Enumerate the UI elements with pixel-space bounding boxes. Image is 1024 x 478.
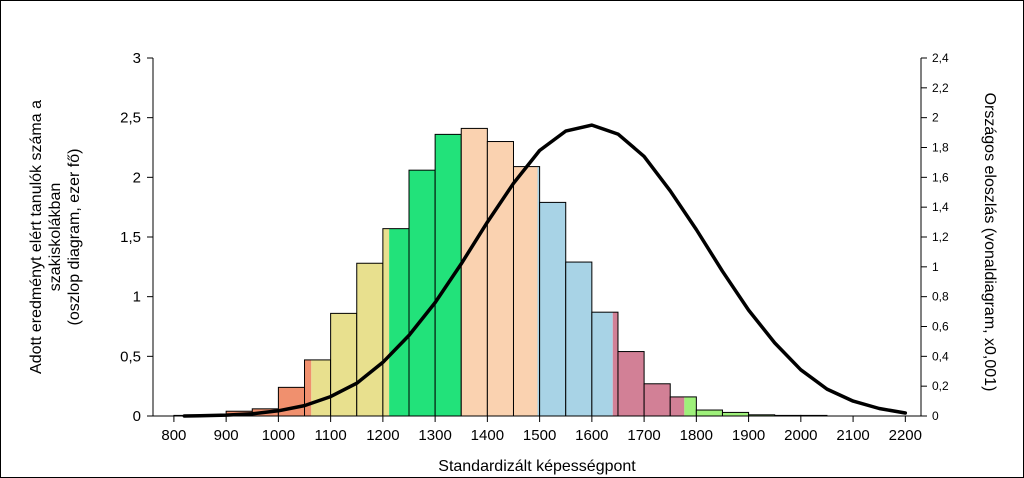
bar-1375 xyxy=(460,127,488,417)
bar-segment xyxy=(409,170,436,416)
x-tick-label: 1400 xyxy=(471,427,504,444)
axes-group: 800 900 1000 1100 1200 1300 1400 1500 1600 1700 18… xyxy=(120,50,949,444)
bars-group xyxy=(173,127,828,417)
y2-tick-label: 0,4 xyxy=(932,349,949,363)
x-tick-label: 2200 xyxy=(889,427,922,444)
bar-1675 xyxy=(617,351,645,417)
bar-segment xyxy=(748,414,775,416)
x-tick-label: 1000 xyxy=(262,427,295,444)
labels-group: Standardizált képességpont Adott eredmény… xyxy=(28,93,998,475)
x-tick-label: 2100 xyxy=(836,427,869,444)
bar-1125 xyxy=(330,312,358,417)
y-axis-label-line: szakiskolákban xyxy=(47,183,64,292)
x-tick-label: 1600 xyxy=(575,427,608,444)
bar-1475 xyxy=(512,166,541,417)
bar-segment xyxy=(539,202,566,416)
bar-1825 xyxy=(695,409,723,417)
bar-segment xyxy=(644,383,671,416)
y2-tick-label: 2,4 xyxy=(932,51,949,65)
distribution-curve xyxy=(182,123,908,418)
bar-1875 xyxy=(721,411,750,417)
bar-segment xyxy=(684,396,697,416)
x-tick-label: 800 xyxy=(161,427,186,444)
y-axis-label-line: Adott eredményt elért tanulók száma a xyxy=(28,100,45,374)
x-tick-label: 1500 xyxy=(523,427,556,444)
bar-1275 xyxy=(408,169,436,417)
y2-tick-label: 0,8 xyxy=(932,290,949,304)
bar-1775 xyxy=(669,396,697,417)
x-tick-label: 1100 xyxy=(314,427,346,444)
bar-segment xyxy=(612,312,618,416)
bar-segment xyxy=(330,313,357,416)
bar-segment xyxy=(487,141,514,417)
bar-1725 xyxy=(643,383,671,417)
y-tick-label: 1,5 xyxy=(120,229,141,246)
bar-segment xyxy=(537,166,540,416)
y-tick-label: 1 xyxy=(133,289,141,306)
bar-segment xyxy=(591,312,613,416)
y2-tick-label: 2,2 xyxy=(932,81,949,95)
bar-segment xyxy=(356,263,383,416)
bar-segment xyxy=(304,359,312,416)
y-tick-label: 2,5 xyxy=(120,110,141,127)
x-tick-label: 1700 xyxy=(627,427,660,444)
y-axis-label: Adott eredményt elért tanulók száma a sza… xyxy=(28,100,83,374)
bar-segment xyxy=(311,359,331,416)
x-tick-label: 1200 xyxy=(366,427,399,444)
y2-tick-label: 0,2 xyxy=(932,379,949,393)
y2-tick-label: 1,6 xyxy=(932,170,949,184)
bar-segment xyxy=(696,410,723,416)
bar-1625 xyxy=(591,311,619,417)
bar-segment xyxy=(435,134,462,416)
bar-segment xyxy=(722,412,749,416)
y-tick-label: 3 xyxy=(133,50,141,67)
bar-segment xyxy=(513,166,538,416)
y-tick-label: 0 xyxy=(133,408,141,425)
bar-segment xyxy=(670,396,685,416)
y-tick-label: 0,5 xyxy=(120,348,141,365)
x-tick-label: 1800 xyxy=(680,427,713,444)
y2-tick-label: 1,8 xyxy=(932,141,949,155)
bar-1325 xyxy=(434,133,462,417)
y-axis-label-line: (oszlop diagram, ezer fő) xyxy=(66,149,83,326)
x-tick-label: 900 xyxy=(214,427,239,444)
y2-axis-label: Országos eloszlás (vonaldiagram, x0,001) xyxy=(981,93,998,392)
y2-tick-label: 1,2 xyxy=(932,230,949,244)
y2-tick-label: 1 xyxy=(932,260,939,274)
y2-tick-label: 0 xyxy=(932,409,939,423)
bar-segment xyxy=(389,228,409,416)
x-tick-label: 1900 xyxy=(732,427,765,444)
y-tick-label: 2 xyxy=(133,169,141,186)
bar-1525 xyxy=(539,201,567,417)
curve-group xyxy=(182,123,908,418)
bar-1075 xyxy=(304,359,332,417)
y2-tick-label: 2 xyxy=(932,111,939,125)
bar-1175 xyxy=(356,262,384,417)
bar-segment xyxy=(565,262,592,416)
bar-1425 xyxy=(486,141,514,417)
x-tick-label: 1300 xyxy=(418,427,451,444)
y2-tick-label: 1,4 xyxy=(932,200,949,214)
y2-tick-label: 0,6 xyxy=(932,320,949,334)
bar-segment xyxy=(617,351,645,416)
x-axis-label: Standardizált képességpont xyxy=(438,458,636,475)
bar-1575 xyxy=(565,261,593,417)
bar-segment xyxy=(461,128,488,416)
bar-segment xyxy=(382,228,390,416)
x-tick-label: 2000 xyxy=(784,427,817,444)
bar-1225 xyxy=(382,228,410,417)
